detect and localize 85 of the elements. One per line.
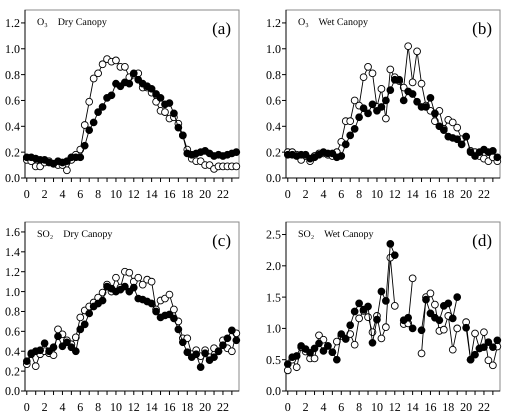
y-tick-label: 0.8 xyxy=(5,304,20,319)
y-tick-label: 0.8 xyxy=(5,68,20,82)
y-tick-label: 0.5 xyxy=(266,352,281,367)
y-tick-label: 1.5 xyxy=(266,290,281,304)
x-tick-label: 14 xyxy=(146,400,158,414)
x-tick-label: 4 xyxy=(59,187,66,201)
y-tick-label: 1.0 xyxy=(5,284,20,299)
x-tick-label: 0 xyxy=(284,400,291,414)
x-tick-label: 14 xyxy=(406,187,419,201)
x-tick-label: 4 xyxy=(320,400,326,414)
text: O₃ Dry Canopy xyxy=(37,17,107,28)
x-tick-label: 22 xyxy=(478,400,490,414)
y-tick-label: 0.2 xyxy=(5,364,20,378)
x-tick-label: 8 xyxy=(95,187,102,201)
x-tick-label: 10 xyxy=(110,187,122,201)
y-tick-label: 1.0 xyxy=(266,42,281,56)
x-tick-label: 14 xyxy=(406,400,419,414)
x-tick-label: 2 xyxy=(42,187,48,201)
y-tick-label: 0.4 xyxy=(5,344,20,358)
y-tick-label: 0.0 xyxy=(266,384,281,398)
x-tick-label: 22 xyxy=(478,187,490,201)
y-tick-label: 1.4 xyxy=(5,245,20,260)
annotation: (a) xyxy=(212,19,231,38)
x-tick-label: 20 xyxy=(460,400,472,414)
y-tick-label: 1.0 xyxy=(5,42,20,56)
x-tick-label: 16 xyxy=(424,400,436,414)
x-tick-label: 16 xyxy=(163,187,176,201)
x-tick-label: 16 xyxy=(163,400,176,414)
x-tick-label: 20 xyxy=(460,187,472,201)
x-tick-label: 12 xyxy=(388,400,401,414)
annotation: (c) xyxy=(212,231,231,250)
y-tick-label: 0.2 xyxy=(266,145,281,160)
y-tick-label: 1.2 xyxy=(5,264,20,279)
x-tick-label: 14 xyxy=(146,187,158,201)
text: SO₂ Dry Canopy xyxy=(37,229,112,240)
x-tick-label: 6 xyxy=(77,187,84,201)
x-tick-label: 4 xyxy=(59,400,66,414)
x-tick-label: 12 xyxy=(128,400,140,414)
y-tick-label: 0.4 xyxy=(5,120,20,134)
x-tick-label: 8 xyxy=(356,400,362,414)
y-tick-label: 1.2 xyxy=(5,16,20,30)
y-tick-label: 0.0 xyxy=(5,171,20,186)
x-tick-label: 22 xyxy=(216,187,229,201)
x-tick-label: 10 xyxy=(370,400,383,414)
y-tick-label: 0.4 xyxy=(266,120,281,134)
y-tick-label: 0.0 xyxy=(5,384,20,398)
annotation: (d) xyxy=(472,231,492,250)
x-tick-label: 4 xyxy=(320,187,326,201)
y-tick-label: 0.6 xyxy=(266,94,281,108)
y-tick-label: 0.8 xyxy=(266,68,281,82)
y-tick-label: 0.6 xyxy=(5,94,20,108)
x-tick-label: 22 xyxy=(216,400,229,414)
y-tick-label: 0.0 xyxy=(266,171,281,186)
x-tick-label: 10 xyxy=(110,400,122,414)
y-tick-label: 1.0 xyxy=(266,322,281,336)
x-tick-label: 20 xyxy=(199,187,212,201)
x-tick-label: 0 xyxy=(24,400,30,414)
y-tick-label: 0.2 xyxy=(5,145,20,160)
x-tick-label: 6 xyxy=(338,400,344,414)
x-tick-label: 2 xyxy=(302,187,309,201)
y-tick-label: 2.0 xyxy=(266,259,281,274)
x-tick-label: 18 xyxy=(181,400,194,414)
x-tick-label: 0 xyxy=(284,187,291,201)
x-tick-label: 12 xyxy=(388,187,401,201)
x-tick-label: 10 xyxy=(370,187,383,201)
x-tick-label: 20 xyxy=(199,400,212,414)
x-tick-label: 18 xyxy=(442,400,454,414)
x-tick-label: 18 xyxy=(442,187,454,201)
text: O₃ Wet Canopy xyxy=(298,17,368,28)
y-tick-label: 1.6 xyxy=(5,225,20,240)
x-tick-label: 8 xyxy=(356,187,362,201)
x-tick-label: 2 xyxy=(42,400,48,414)
x-tick-label: 18 xyxy=(181,187,194,201)
x-tick-label: 6 xyxy=(338,187,344,201)
x-tick-label: 8 xyxy=(95,400,102,414)
annotation: (b) xyxy=(472,19,492,38)
y-tick-label: 1.2 xyxy=(266,16,281,30)
x-tick-label: 2 xyxy=(302,400,309,414)
x-tick-label: 12 xyxy=(128,187,140,201)
x-tick-label: 6 xyxy=(77,400,84,414)
text: SO₂ Wet Canopy xyxy=(298,229,374,240)
x-tick-label: 16 xyxy=(424,187,436,201)
y-tick-label: 2.5 xyxy=(266,228,281,242)
y-tick-label: 0.6 xyxy=(5,324,20,339)
x-tick-label: 0 xyxy=(24,187,30,201)
